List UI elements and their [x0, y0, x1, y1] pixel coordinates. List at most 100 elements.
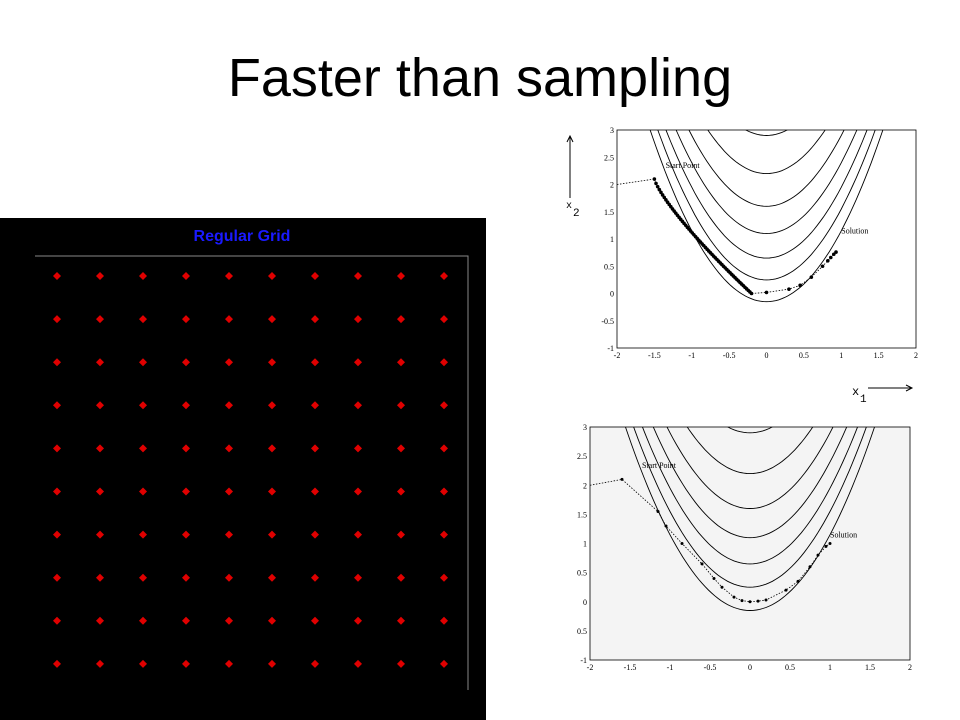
trajectory-point — [808, 565, 812, 569]
grid-point — [53, 401, 61, 410]
grid-point — [397, 444, 405, 453]
y-tick-label: 3 — [610, 126, 614, 135]
grid-point — [139, 272, 147, 280]
grid-point — [225, 401, 233, 410]
trajectory-point — [659, 190, 663, 195]
contours — [590, 427, 876, 611]
grid-point — [440, 358, 448, 367]
grid-point — [96, 444, 104, 453]
y-tick-label: 1.5 — [604, 208, 614, 217]
grid-point — [440, 659, 448, 668]
y-axis-arrow — [566, 134, 574, 198]
trajectory-point — [664, 524, 668, 528]
grid-point — [139, 616, 147, 625]
grid-point — [53, 444, 61, 453]
grid-point — [53, 659, 61, 668]
grid-point — [354, 659, 362, 668]
grid-point — [225, 659, 233, 668]
grid-point — [182, 616, 190, 625]
grid-point — [440, 272, 448, 280]
grid-point — [182, 358, 190, 367]
x-tick-label: 1.5 — [865, 663, 875, 672]
trajectory-point — [712, 576, 716, 580]
grid-point — [440, 573, 448, 582]
grid-point — [311, 487, 319, 496]
trajectory-point — [732, 595, 736, 599]
trajectory-point — [652, 177, 657, 181]
trajectory-point — [654, 181, 658, 186]
grid-point — [268, 358, 276, 367]
grid-point — [440, 530, 448, 539]
grid-point — [139, 487, 147, 496]
x-tick-label: 2 — [914, 351, 918, 360]
trajectory-point — [657, 187, 662, 192]
grid-point — [311, 401, 319, 410]
contour-line — [686, 427, 814, 475]
grid-point — [53, 487, 61, 496]
grid-point — [96, 616, 104, 625]
trajectory-point — [764, 598, 768, 602]
grid-point — [440, 401, 448, 410]
grid-point — [397, 358, 405, 367]
y-axis-label-sub: 2 — [573, 208, 580, 220]
grid-point — [182, 315, 190, 324]
grid-point — [440, 616, 448, 625]
y-tick-label: 0.5 — [604, 262, 614, 271]
grid-point — [268, 616, 276, 625]
y-tick-label: 0 — [583, 598, 587, 607]
grid-point — [225, 444, 233, 453]
grid-title: Regular Grid — [194, 228, 291, 245]
plot-area — [616, 129, 917, 349]
grid-point — [397, 616, 405, 625]
y-tick-label: 3 — [583, 423, 587, 432]
grid-point — [182, 659, 190, 668]
grid-point — [397, 659, 405, 668]
x-tick-label: -2 — [587, 663, 594, 672]
grid-point — [311, 444, 319, 453]
x-tick-label: 1 — [839, 351, 843, 360]
grid-point — [96, 401, 104, 410]
grid-point — [397, 573, 405, 582]
contour-line — [665, 130, 868, 259]
grid-point — [354, 358, 362, 367]
grid-point — [139, 444, 147, 453]
grid-point — [440, 487, 448, 496]
y-tick-label: 1.5 — [577, 510, 587, 519]
grid-point — [182, 573, 190, 582]
slide-title: Faster than sampling — [228, 48, 732, 108]
grid-point — [354, 272, 362, 280]
trajectory-point — [820, 264, 825, 269]
grid-point — [96, 315, 104, 324]
grid-point — [53, 530, 61, 539]
x-tick-label: 1 — [828, 663, 832, 672]
x-tick-label: 0.5 — [785, 663, 795, 672]
grid-point — [354, 401, 362, 410]
trajectory-point — [798, 283, 802, 288]
grid-point — [182, 530, 190, 539]
grid-point — [96, 530, 104, 539]
grid-point — [225, 616, 233, 625]
start-label: Start Point — [642, 461, 677, 470]
contour-plot: Start Point Solution -2 -1.5 -1 -0.5 0 0.5 1 1.5 2… — [566, 126, 918, 406]
grid-point — [354, 530, 362, 539]
grid-point — [311, 272, 319, 280]
grid-point — [311, 616, 319, 625]
y-tick-label: 2 — [610, 181, 614, 190]
grid-point — [225, 573, 233, 582]
x-axis-label: x — [852, 385, 859, 399]
contour-plot: Start Point Solution -2 -1.5 -1 -0.5 0 0.5 1 1.5 2… — [577, 423, 912, 672]
grid-point — [397, 315, 405, 324]
trajectory-point — [756, 599, 760, 603]
grid-point — [268, 573, 276, 582]
x-tick-label: -0.5 — [704, 663, 717, 672]
x-tick-label: -0.5 — [723, 351, 736, 360]
x-tick-label: -1.5 — [648, 351, 661, 360]
grid-point — [268, 659, 276, 668]
trajectory-point — [655, 184, 660, 189]
grid-point — [139, 659, 147, 668]
y-tick-label: 1 — [583, 540, 587, 549]
solution-label: Solution — [830, 531, 857, 540]
grid-point — [311, 573, 319, 582]
grid-point — [397, 530, 405, 539]
